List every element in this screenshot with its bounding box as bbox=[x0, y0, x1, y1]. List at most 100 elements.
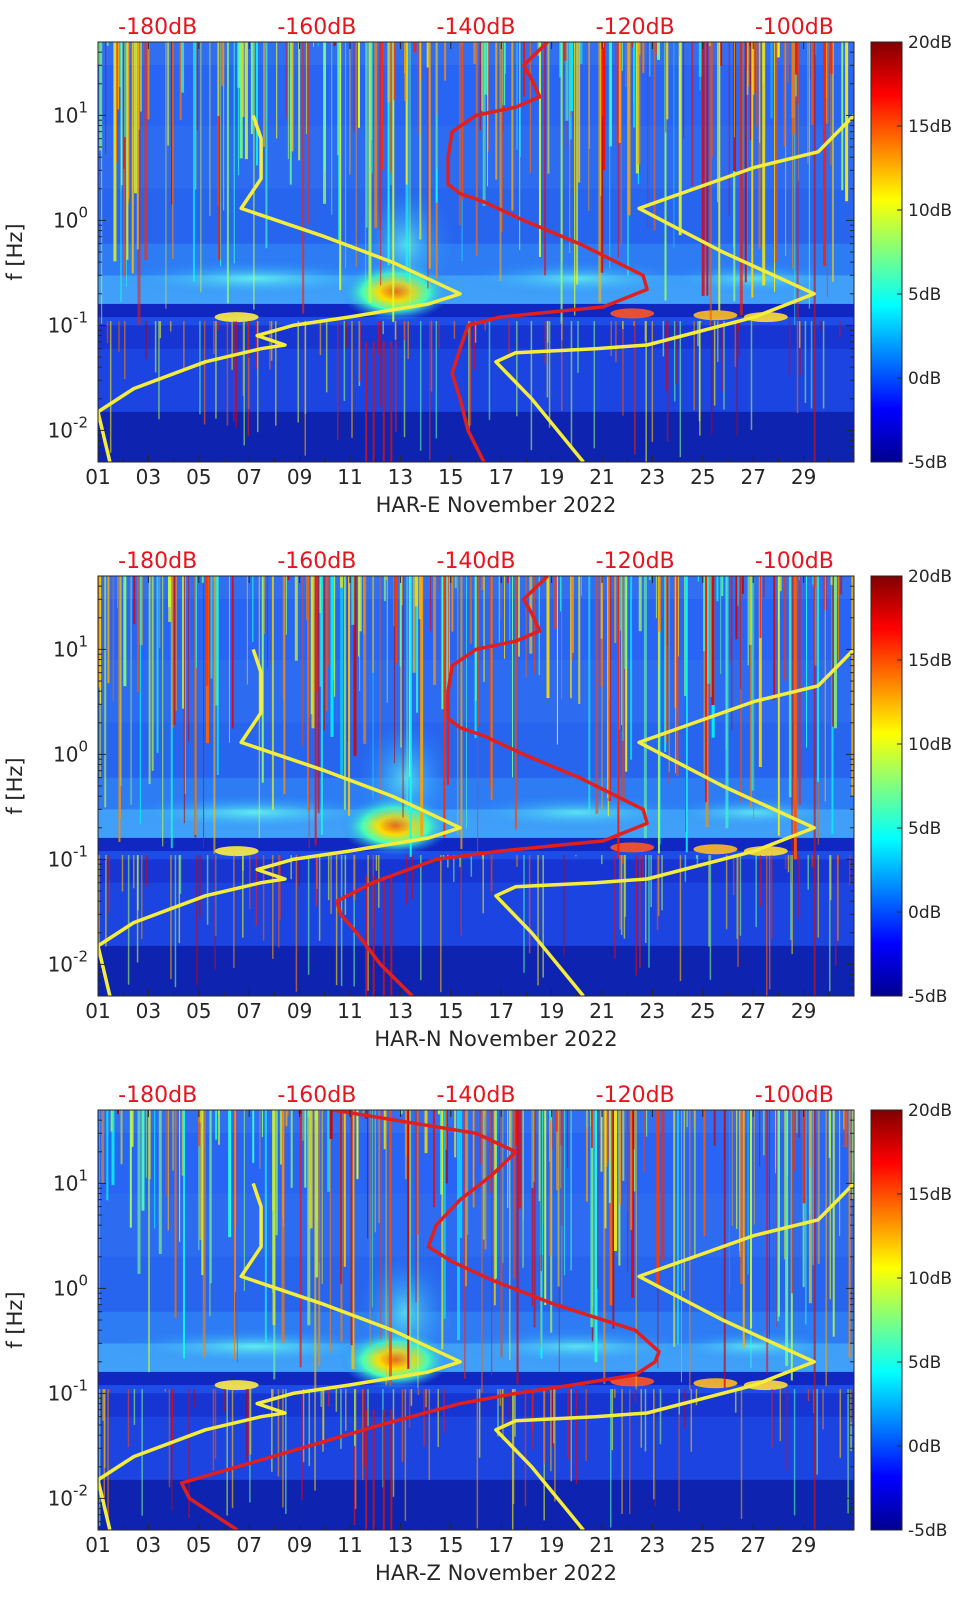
noise-curve-2 bbox=[494, 1182, 854, 1530]
x-tick-label: 09 bbox=[287, 465, 312, 489]
colorbar-tick-label: 5dB bbox=[908, 819, 941, 839]
x-tick-label: 11 bbox=[337, 465, 362, 489]
colorbar-tick-label: 0dB bbox=[908, 903, 941, 923]
y-tick-label: 100 bbox=[53, 203, 88, 232]
noise-curve-2 bbox=[494, 114, 854, 462]
top-db-tick-label: -120dB bbox=[596, 1083, 675, 1108]
y-tick-label: 10-2 bbox=[48, 1481, 88, 1510]
y-tick-label: 100 bbox=[53, 737, 88, 766]
x-tick-label: 29 bbox=[791, 465, 816, 489]
x-tick-label: 27 bbox=[740, 999, 765, 1023]
colorbar-tick-label: 15dB bbox=[908, 117, 952, 137]
top-db-tick-label: -160dB bbox=[277, 1083, 356, 1108]
top-db-tick-label: -140dB bbox=[437, 1083, 516, 1108]
x-tick-label: 11 bbox=[337, 999, 362, 1023]
x-tick-label: 17 bbox=[488, 465, 513, 489]
noise-curve-2 bbox=[494, 648, 854, 996]
x-tick-label: 11 bbox=[337, 1533, 362, 1557]
y-tick-label: 10-1 bbox=[48, 1376, 88, 1405]
x-tick-label: 21 bbox=[589, 465, 614, 489]
y-axis-label: f [Hz] bbox=[3, 1291, 27, 1348]
x-tick-label: 19 bbox=[539, 999, 564, 1023]
x-tick-label: 01 bbox=[85, 1533, 110, 1557]
x-tick-label: 27 bbox=[740, 465, 765, 489]
colorbar-tick-label: -5dB bbox=[908, 1521, 947, 1541]
top-db-tick-label: -120dB bbox=[596, 15, 675, 40]
colorbar: 20dB 15dB 10dB 5dB 0dB -5dB bbox=[870, 1101, 952, 1541]
x-tick-label: 21 bbox=[589, 999, 614, 1023]
x-tick-label: 25 bbox=[690, 1533, 715, 1557]
colorbar-tick-label: 20dB bbox=[908, 33, 952, 53]
colorbar-tick-label: 20dB bbox=[908, 567, 952, 587]
x-tick-label: 05 bbox=[186, 999, 211, 1023]
colorbar-tick-label: 10dB bbox=[908, 201, 952, 221]
x-tick-label: 13 bbox=[388, 1533, 413, 1557]
y-tick-label: 101 bbox=[53, 98, 88, 127]
top-db-tick-label: -140dB bbox=[437, 549, 516, 574]
colorbar: 20dB 15dB 10dB 5dB 0dB -5dB bbox=[870, 567, 952, 1007]
colorbar-tick-label: -5dB bbox=[908, 453, 947, 473]
panel-1: 01 03 05 07 09 11 13 15 17 19 21 23 25 27 29 -180dB -160… bbox=[3, 15, 952, 517]
top-db-tick-label: -100dB bbox=[755, 549, 834, 574]
x-tick-label: 19 bbox=[539, 1533, 564, 1557]
colorbar-tick-label: 20dB bbox=[908, 1101, 952, 1121]
x-tick-label: 23 bbox=[640, 465, 665, 489]
y-tick-label: 10-1 bbox=[48, 308, 88, 337]
x-tick-label: 09 bbox=[287, 999, 312, 1023]
x-tick-label: 29 bbox=[791, 1533, 816, 1557]
top-db-tick-label: -140dB bbox=[437, 15, 516, 40]
x-tick-label: 07 bbox=[236, 1533, 261, 1557]
x-axis-label: HAR-N November 2022 bbox=[374, 1027, 617, 1051]
y-tick-label: 10-2 bbox=[48, 413, 88, 442]
x-axis-label: HAR-Z November 2022 bbox=[375, 1561, 617, 1585]
spectrogram-background bbox=[98, 42, 854, 462]
x-tick-label: 15 bbox=[438, 999, 463, 1023]
x-tick-label: 17 bbox=[488, 1533, 513, 1557]
colorbar-tick-label: 0dB bbox=[908, 369, 941, 389]
panel-3: 01 03 05 07 09 11 13 15 17 19 21 23 25 27 29 -180dB -160… bbox=[3, 1083, 952, 1585]
top-db-tick-label: -160dB bbox=[277, 15, 356, 40]
colorbar-tick-label: 15dB bbox=[908, 1185, 952, 1205]
x-tick-label: 09 bbox=[287, 1533, 312, 1557]
colorbar-tick-label: 5dB bbox=[908, 1353, 941, 1373]
y-tick-label: 10-1 bbox=[48, 842, 88, 871]
y-tick-label: 10-2 bbox=[48, 947, 88, 976]
noise-curve-1 bbox=[98, 114, 462, 462]
spectrogram-background bbox=[98, 576, 854, 996]
y-tick-label: 101 bbox=[53, 632, 88, 661]
x-tick-label: 25 bbox=[690, 465, 715, 489]
x-tick-label: 05 bbox=[186, 1533, 211, 1557]
x-tick-label: 03 bbox=[136, 1533, 161, 1557]
noise-curve-1 bbox=[98, 648, 462, 996]
x-tick-label: 13 bbox=[388, 999, 413, 1023]
y-tick-label: 101 bbox=[53, 1166, 88, 1195]
x-tick-label: 05 bbox=[186, 465, 211, 489]
panel-2: 01 03 05 07 09 11 13 15 17 19 21 23 25 27 29 -180dB -160… bbox=[3, 549, 952, 1051]
colorbar: 20dB 15dB 10dB 5dB 0dB -5dB bbox=[870, 33, 952, 473]
top-db-tick-label: -180dB bbox=[118, 549, 197, 574]
top-db-tick-label: -100dB bbox=[755, 1083, 834, 1108]
spectrogram-background bbox=[98, 1110, 854, 1530]
noise-curve-1 bbox=[98, 1182, 462, 1530]
y-axis-label: f [Hz] bbox=[3, 757, 27, 814]
x-tick-label: 23 bbox=[640, 1533, 665, 1557]
noise-curve-3 bbox=[334, 576, 649, 996]
x-tick-label: 25 bbox=[690, 999, 715, 1023]
colorbar-tick-label: 10dB bbox=[908, 1269, 952, 1289]
colorbar-tick-label: 0dB bbox=[908, 1437, 941, 1457]
colorbar-tick-label: 5dB bbox=[908, 285, 941, 305]
x-axis-label: HAR-E November 2022 bbox=[376, 493, 617, 517]
y-tick-label: 100 bbox=[53, 1271, 88, 1300]
x-tick-label: 27 bbox=[740, 1533, 765, 1557]
colorbar-tick-label: 10dB bbox=[908, 735, 952, 755]
noise-curve-3 bbox=[179, 1110, 661, 1530]
colorbar-tick-label: -5dB bbox=[908, 987, 947, 1007]
colorbar-tick-label: 15dB bbox=[908, 651, 952, 671]
x-tick-label: 17 bbox=[488, 999, 513, 1023]
x-tick-label: 03 bbox=[136, 465, 161, 489]
noise-curve-3 bbox=[446, 42, 649, 462]
x-tick-label: 23 bbox=[640, 999, 665, 1023]
x-tick-label: 03 bbox=[136, 999, 161, 1023]
x-tick-label: 15 bbox=[438, 1533, 463, 1557]
top-db-tick-label: -180dB bbox=[118, 1083, 197, 1108]
